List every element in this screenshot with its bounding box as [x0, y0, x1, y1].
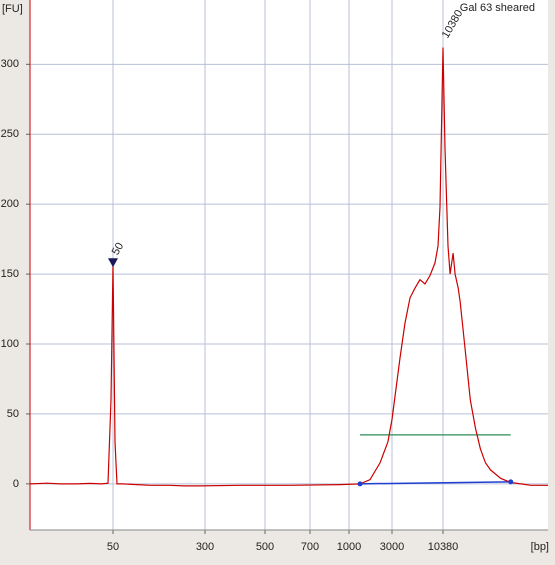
peak-marker: [108, 258, 118, 268]
chart-title: Gal 63 sheared: [460, 2, 535, 14]
region-end: [508, 479, 514, 485]
y-tick-label: 250: [1, 128, 19, 140]
x-tick-label: 300: [196, 541, 214, 553]
x-tick-label: 500: [256, 541, 274, 553]
x-tick-label: 700: [301, 541, 319, 553]
x-tick-label: 50: [107, 541, 119, 553]
region-start: [357, 481, 363, 487]
y-tick-label: 50: [7, 408, 19, 420]
y-tick-label: 150: [1, 268, 19, 280]
peak-label: 50: [110, 241, 127, 258]
y-tick-label: 100: [1, 338, 19, 350]
trace: [29, 47, 548, 487]
x-tick-label: 1000: [337, 541, 361, 553]
plot-area: [30, 0, 548, 530]
y-tick-label: 200: [1, 198, 19, 210]
x-tick-label: 10380: [428, 541, 459, 553]
x-axis-label: [bp]: [531, 541, 549, 553]
y-tick-label: 300: [1, 58, 19, 70]
region-baseline: [360, 481, 511, 485]
y-axis-label: [FU]: [2, 3, 23, 15]
x-tick-label: 3000: [380, 541, 404, 553]
y-tick-label: 0: [13, 478, 19, 490]
